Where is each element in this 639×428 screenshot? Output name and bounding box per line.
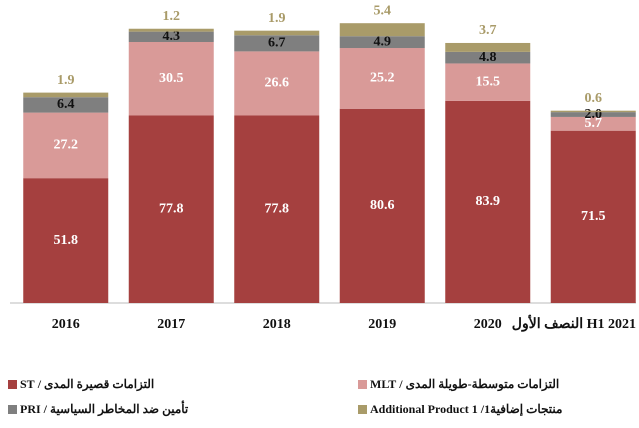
x-tick-label: النصف الأول H1 2021 <box>512 314 636 332</box>
bar-segment <box>550 112 636 117</box>
legend-swatch <box>8 405 17 414</box>
data-label: 4.8 <box>479 50 497 65</box>
data-label: 71.5 <box>581 209 606 224</box>
data-label: 6.7 <box>268 36 286 51</box>
bar-segment <box>339 48 425 109</box>
data-label: 5.4 <box>374 3 392 18</box>
data-label: 80.6 <box>370 198 395 213</box>
data-label: 0.6 <box>585 91 603 106</box>
data-label: 30.5 <box>159 71 184 86</box>
bar-segment <box>234 51 320 116</box>
x-tick-label: 2018 <box>263 317 291 332</box>
data-label: 2.0 <box>585 107 603 122</box>
bar-segment <box>128 28 214 32</box>
data-label: 15.5 <box>476 74 501 89</box>
data-label: 1.2 <box>163 9 181 24</box>
bar-segment <box>339 36 425 49</box>
data-label: 3.7 <box>479 23 497 38</box>
data-label: 6.4 <box>57 97 75 112</box>
bar-segment <box>550 116 636 131</box>
x-tick-label: 2016 <box>52 317 80 332</box>
data-label: 1.9 <box>57 73 75 88</box>
x-tick-label: 2019 <box>368 317 396 332</box>
legend-label: تأمين ضد المخاطر السياسية / PRI <box>20 400 189 417</box>
bar-segment <box>550 130 636 303</box>
bar-segment <box>339 23 425 37</box>
bar-segment <box>128 31 214 42</box>
data-label: 25.2 <box>370 71 395 86</box>
bar-segment <box>234 115 320 303</box>
bar-segment <box>339 108 425 303</box>
legend-swatch <box>358 380 367 389</box>
data-label: 51.8 <box>54 233 79 248</box>
bar-segment <box>128 41 214 116</box>
data-label: 83.9 <box>476 194 501 209</box>
bar-segment <box>234 35 320 52</box>
bar-segment <box>445 42 531 52</box>
legend-label: التزامات قصيرة المدى / ST <box>20 377 154 392</box>
bar-segment <box>23 97 109 113</box>
bar-segment <box>23 178 109 303</box>
legend-swatch <box>8 380 17 389</box>
data-label: 4.9 <box>374 34 392 49</box>
data-label: 4.3 <box>163 29 181 44</box>
data-label: 5.7 <box>585 116 603 131</box>
data-label: 1.9 <box>268 11 286 26</box>
bar-segment <box>550 110 636 113</box>
legend-label: منتجات إضافية1/ Additional Product 1 <box>370 402 562 417</box>
bar-segment <box>23 112 109 179</box>
data-label: 27.2 <box>54 138 79 153</box>
bar-segment <box>234 30 320 36</box>
x-tick-label: 2020 <box>474 317 502 332</box>
data-label: 26.6 <box>265 76 290 91</box>
data-label: 77.8 <box>159 201 184 216</box>
bar-segment <box>128 115 214 303</box>
legend-label: التزامات متوسطة-طويلة المدى / MLT <box>370 377 559 392</box>
bar-segment <box>445 51 531 64</box>
legend-swatch <box>358 405 367 414</box>
bar-segment <box>445 63 531 101</box>
data-label: 77.8 <box>265 201 290 216</box>
bar-segment <box>445 100 531 304</box>
bar-segment <box>23 92 109 98</box>
x-tick-label: 2017 <box>157 317 185 332</box>
